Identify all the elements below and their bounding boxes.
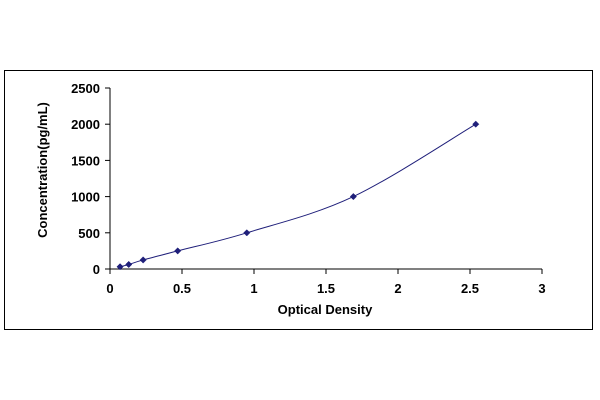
x-axis-ticks: 0 0.5 1 1.5 2 2.5 3: [106, 269, 546, 296]
y-tick-label: 500: [78, 226, 100, 241]
x-tick-label: 2.5: [461, 281, 479, 296]
x-tick-label: 3: [538, 281, 545, 296]
data-points: [116, 120, 480, 271]
x-tick-label: 1: [250, 281, 257, 296]
x-axis-title: Optical Density: [278, 302, 373, 317]
y-tick-label: 0: [93, 262, 100, 277]
y-tick-label: 1500: [71, 153, 100, 168]
chart-frame: [4, 70, 593, 330]
y-tick-label: 2000: [71, 117, 100, 132]
axes: [109, 88, 542, 270]
y-axis-title: Concentration(pg/mL): [35, 102, 50, 238]
x-tick-label: 0: [106, 281, 113, 296]
curve-layer: [119, 123, 477, 268]
x-tick-label: 1.5: [317, 281, 335, 296]
x-tick-label: 2: [394, 281, 401, 296]
data-point: [116, 263, 124, 271]
y-axis-ticks: 0 500 1000 1500 2000 2500: [71, 81, 110, 277]
data-point: [174, 247, 182, 255]
data-point: [472, 120, 480, 128]
x-tick-label: 0.5: [173, 281, 191, 296]
y-tick-label: 2500: [71, 81, 100, 96]
data-point: [125, 260, 133, 269]
data-point: [243, 229, 251, 237]
y-tick-label: 1000: [71, 190, 100, 205]
data-point: [349, 193, 357, 201]
data-point: [139, 256, 147, 264]
standard-curve: [119, 123, 477, 268]
